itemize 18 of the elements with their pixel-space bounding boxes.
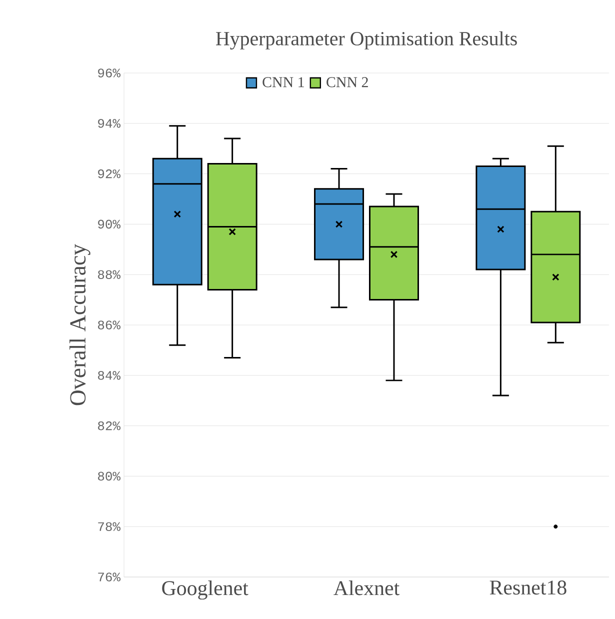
y-tick-label: 96% <box>98 68 120 78</box>
y-tick-label: 76% <box>98 572 120 582</box>
x-tick-label: Googlenet <box>162 580 248 600</box>
y-tick-label: 80% <box>98 472 120 481</box>
y-tick-label: 82% <box>98 421 120 430</box>
x-tick-label: Resnet18 <box>490 580 566 595</box>
y-tick-label: 88% <box>98 270 120 279</box>
y-tick-label: 94% <box>98 118 120 128</box>
y-tick-label: 92% <box>98 169 120 178</box>
y-tick-label: 84% <box>98 370 120 380</box>
y-tick-label: 86% <box>98 320 120 330</box>
chart-title: Hyperparameter Optimisation Results <box>216 31 517 50</box>
legend-label: CNN 2 <box>326 77 368 88</box>
y-tick-label: 78% <box>98 522 120 531</box>
x-tick-label: Alexnet <box>334 580 400 596</box>
y-tick-label: 90% <box>98 220 120 229</box>
y-axis-title: Overall Accuracy <box>69 244 90 406</box>
legend-label: CNN 1 <box>262 77 304 88</box>
